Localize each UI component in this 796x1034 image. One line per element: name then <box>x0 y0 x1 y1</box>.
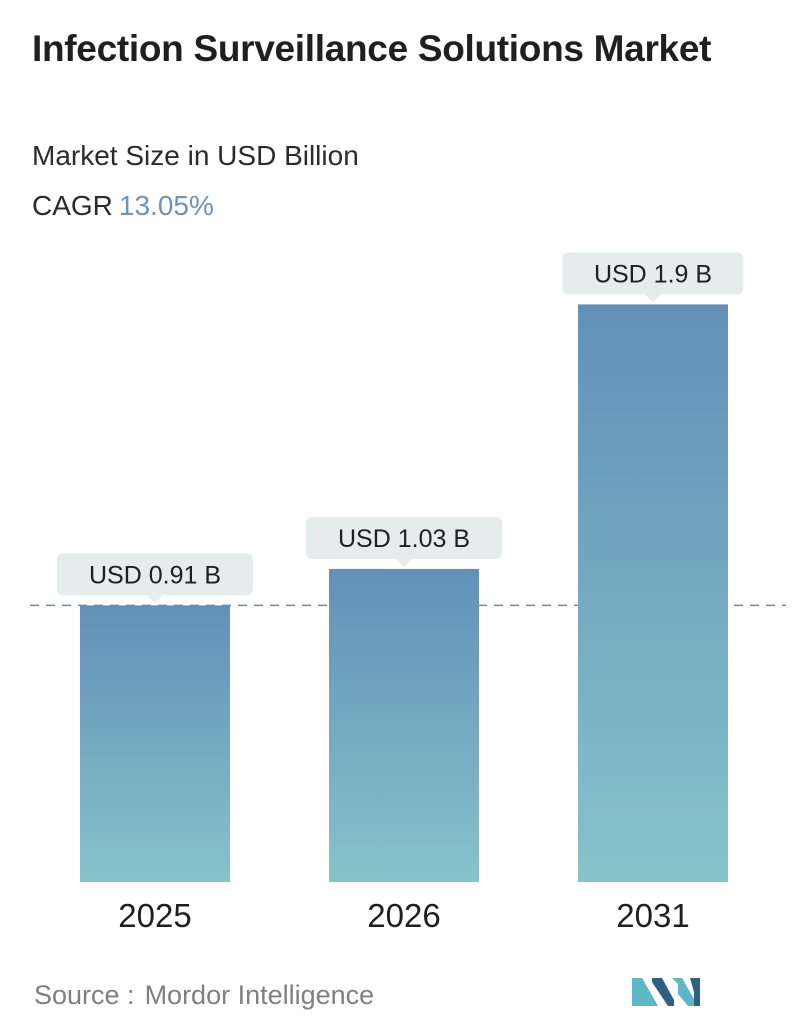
cagr-label: CAGR <box>32 190 113 221</box>
bar-chart: USD 0.91 B USD 1.03 B USD 1.9 B 2025 2026 20… <box>30 252 786 934</box>
mordor-intelligence-logo-icon <box>632 978 700 1006</box>
cagr-line: CAGR 13.05% <box>32 190 214 222</box>
cagr-value: 13.05% <box>118 190 214 221</box>
source-label: Source : <box>34 980 135 1010</box>
data-label-2025: USD 0.91 B <box>57 553 253 604</box>
chart-subtitle: Market Size in USD Billion <box>32 140 359 171</box>
x-tick-2031: 2031 <box>616 897 689 934</box>
data-label-text: USD 1.03 B <box>338 525 470 553</box>
bar-2025 <box>80 605 230 882</box>
source-note: Source : Mordor Intelligence <box>34 980 374 1011</box>
chart-title: Infection Surveillance Solutions Market <box>32 28 712 69</box>
data-label-text: USD 0.91 B <box>89 561 221 589</box>
bar-2031 <box>578 304 728 882</box>
data-label-2031: USD 1.9 B <box>562 252 744 303</box>
x-tick-2026: 2026 <box>367 897 440 934</box>
bar-2026 <box>329 568 479 882</box>
data-label-text: USD 1.9 B <box>594 260 712 288</box>
x-tick-2025: 2025 <box>118 897 191 934</box>
data-label-2026: USD 1.03 B <box>306 516 502 567</box>
source-name: Mordor Intelligence <box>144 980 375 1010</box>
